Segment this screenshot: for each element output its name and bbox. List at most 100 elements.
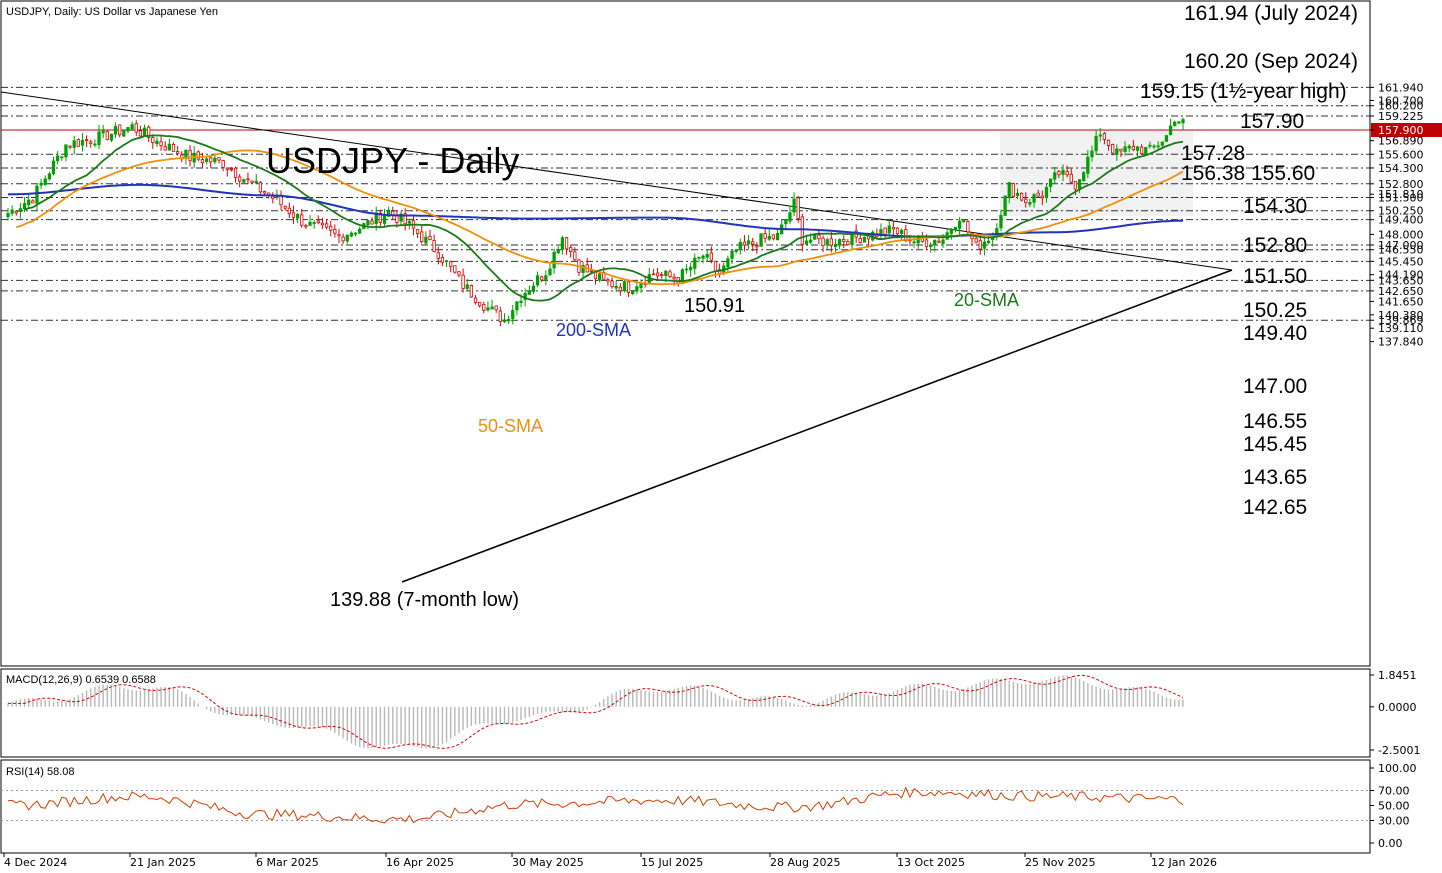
candle-body <box>730 250 734 259</box>
candle-body <box>134 123 138 133</box>
price-tick-label: 142.650 <box>1378 285 1424 298</box>
rsi-label: RSI(14) 58.08 <box>6 766 74 778</box>
candle-body <box>1065 171 1069 176</box>
candle-body <box>382 215 387 224</box>
candle-body <box>1040 195 1044 199</box>
annotation-low: 139.88 (7-month low) <box>330 589 519 611</box>
time-tick-label: 21 Jan 2025 <box>130 856 196 869</box>
label-50-sma: 50-SMA <box>478 416 543 436</box>
candle-body <box>1094 135 1098 152</box>
candle-body <box>1139 146 1144 155</box>
candle-body <box>449 261 453 267</box>
annotation-155-60: 155.60 <box>1251 162 1315 185</box>
candle-body <box>751 241 755 245</box>
candle-body <box>937 240 941 243</box>
candle-body <box>229 168 234 171</box>
candle-body <box>1148 144 1152 147</box>
candle-body <box>122 130 126 137</box>
candle-body <box>966 221 970 233</box>
macd-panel: 1.8451 0.0000 -2.5001 <box>7 669 1420 757</box>
candle-body <box>763 233 767 239</box>
candle-body <box>14 210 18 214</box>
candle-body <box>916 237 920 244</box>
candle-body <box>833 243 838 248</box>
candle-body <box>440 257 445 263</box>
price-tick-label: 143.650 <box>1378 274 1424 287</box>
price-tick-label: 152.800 <box>1378 178 1424 191</box>
candle-body <box>163 146 167 151</box>
candle-body <box>651 273 656 276</box>
candle-body <box>258 182 263 193</box>
candle-body <box>436 252 440 259</box>
candle-body <box>345 234 349 242</box>
rsi-tick-label: 30.00 <box>1378 815 1410 828</box>
candle-body <box>113 125 118 135</box>
candle-body <box>84 139 89 141</box>
candle-body <box>837 239 842 246</box>
annotation-151-50: 151.50 <box>1243 265 1307 288</box>
candle-body <box>76 139 80 147</box>
candle-body <box>271 196 275 199</box>
price-tick-label: 160.200 <box>1378 100 1424 113</box>
annotation-157-28: 157.28 <box>1181 142 1245 165</box>
candle-body <box>684 268 689 271</box>
candle-body <box>64 144 68 158</box>
price-tick-label: 157.900 <box>1378 124 1424 137</box>
candle-body <box>370 220 374 225</box>
candle-body <box>515 301 519 311</box>
candle-body <box>295 213 300 219</box>
price-tick-label: 145.450 <box>1378 255 1424 268</box>
candle-body <box>89 141 93 144</box>
candle-body <box>300 214 304 226</box>
macd-label: MACD(12,26,9) 0.6539 0.6588 <box>6 674 156 686</box>
candle-body <box>734 249 738 252</box>
candle-body <box>444 260 449 263</box>
rsi-line <box>7 786 1184 824</box>
candle-body <box>209 157 213 163</box>
candle-body <box>349 232 354 237</box>
candle-body <box>358 228 362 234</box>
candle-body <box>250 180 254 183</box>
candle-body <box>308 221 312 226</box>
candle-body <box>1036 192 1040 197</box>
candle-body <box>1115 148 1119 155</box>
candle-body <box>242 179 246 183</box>
candle-body <box>974 238 978 243</box>
candle-body <box>842 238 846 242</box>
annotation-145-45: 145.45 <box>1243 433 1307 456</box>
candle-body <box>246 178 250 181</box>
candle-body <box>1127 145 1131 149</box>
annotation-157-90: 157.90 <box>1240 110 1304 133</box>
candle-body <box>535 275 540 286</box>
candle-body <box>386 209 391 217</box>
candle-body <box>784 219 788 224</box>
candle-body <box>924 239 929 248</box>
candle-body <box>304 225 308 228</box>
candle-body <box>941 239 945 244</box>
candle-body <box>614 285 618 289</box>
candle-body <box>424 236 428 244</box>
price-tick-label: 141.650 <box>1378 295 1424 308</box>
candle-body <box>635 286 639 292</box>
candle-body <box>316 220 320 224</box>
time-tick-label: 6 Mar 2025 <box>256 856 319 869</box>
candle-body <box>995 228 999 237</box>
candle-body <box>403 213 407 225</box>
candle-body <box>746 240 751 245</box>
candle-body <box>415 229 420 234</box>
candle-body <box>1164 135 1169 142</box>
candle-body <box>399 213 403 222</box>
candle-body <box>72 140 76 148</box>
candle-body <box>817 234 821 240</box>
annotation-159-15: 159.15 (1½-year high) <box>1140 80 1347 103</box>
candle-body <box>47 173 52 180</box>
price-tick-label: 159.225 <box>1378 110 1424 123</box>
candle-body <box>420 231 424 243</box>
macd-tick-label: 0.0000 <box>1378 701 1417 714</box>
candle-body <box>10 209 14 214</box>
candle-body <box>912 241 916 244</box>
time-tick-label: 25 Nov 2025 <box>1025 856 1095 869</box>
candle-body <box>287 207 291 215</box>
candle-body <box>378 212 382 223</box>
candle-body <box>428 236 432 241</box>
